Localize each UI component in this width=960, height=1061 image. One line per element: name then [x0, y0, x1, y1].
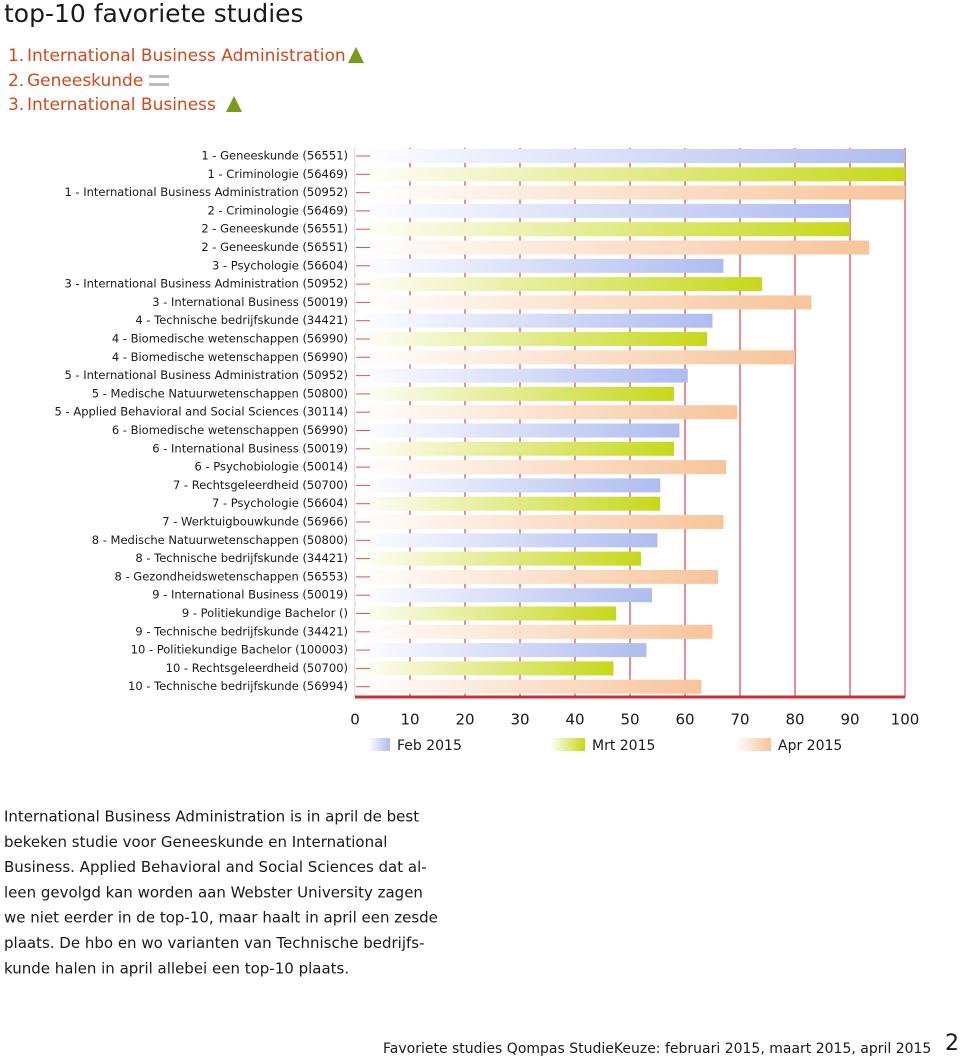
bar [355, 350, 795, 365]
x-tick-label: 60 [675, 711, 694, 729]
bar [355, 551, 641, 566]
legend-swatch [735, 738, 771, 751]
row-label: 9 - International Business (50019) [152, 588, 348, 602]
up-icon [348, 47, 364, 63]
legend-label: Mrt 2015 [592, 738, 655, 754]
x-tick-label: 80 [785, 711, 804, 729]
row-label: 5 - International Business Administratio… [64, 368, 348, 382]
bar [355, 203, 850, 218]
row-label: 4 - Biomedische wetenschappen (56990) [112, 350, 348, 364]
paragraph-line: Business. Applied Behavioral and Social … [4, 858, 427, 876]
bar [355, 368, 688, 383]
paragraph-line: plaats. De hbo en wo varianten van Techn… [4, 934, 425, 952]
bar [355, 149, 905, 163]
x-tick-label: 70 [730, 711, 749, 729]
row-label: 9 - Politiekundige Bachelor () [182, 606, 348, 620]
up-icon [226, 96, 242, 112]
bar [355, 240, 870, 255]
row-label: 10 - Politiekundige Bachelor (100003) [131, 643, 348, 657]
x-tick-label: 90 [840, 711, 859, 729]
row-label: 4 - Technische bedrijfskunde (34421) [135, 313, 348, 327]
row-label: 8 - Technische bedrijfskunde (34421) [135, 551, 348, 565]
bar [355, 258, 724, 273]
paragraph-line: bekeken studie voor Geneeskunde en Inter… [4, 833, 387, 851]
row-label: 2 - Geneeskunde (56551) [201, 240, 348, 254]
row-label: 5 - Applied Behavioral and Social Scienc… [55, 405, 348, 419]
page-number: 2 [945, 1031, 959, 1056]
list-label: International Business [27, 95, 216, 115]
legend-swatch [550, 738, 585, 751]
bar [355, 313, 713, 328]
bar [355, 606, 617, 621]
bar [355, 386, 674, 401]
row-label: 3 - Psychologie (56604) [212, 258, 348, 272]
x-tick-label: 10 [400, 711, 419, 729]
row-label: 6 - Biomedische wetenschappen (56990) [112, 423, 348, 437]
bar [355, 332, 707, 346]
paragraph-line: we niet eerder in de top-10, maar haalt … [4, 909, 438, 927]
bar [355, 478, 661, 493]
equal-icon [149, 75, 169, 78]
bar [355, 460, 727, 475]
bar [355, 496, 661, 511]
bar [355, 277, 762, 292]
bar [355, 295, 812, 310]
x-tick-label: 20 [455, 711, 474, 729]
row-label: 3 - International Business Administratio… [64, 277, 348, 291]
list-number: 2. [8, 71, 24, 91]
row-label: 4 - Biomedische wetenschappen (56990) [112, 332, 348, 346]
legend-label: Apr 2015 [778, 738, 842, 754]
x-tick-label: 0 [350, 711, 360, 729]
list-label: International Business Administration [27, 46, 346, 66]
row-label: 6 - Psychobiologie (50014) [195, 460, 349, 474]
row-label: 10 - Rechtsgeleerdheid (50700) [166, 661, 348, 675]
bar [355, 661, 614, 676]
row-label: 5 - Medische Natuurwetenschappen (50800) [92, 386, 348, 400]
x-tick-label: 100 [891, 711, 920, 729]
row-label: 7 - Werktuigbouwkunde (56966) [162, 515, 348, 529]
equal-icon [149, 83, 169, 86]
bar [355, 588, 652, 603]
row-label: 1 - Criminologie (56469) [208, 167, 348, 181]
row-label: 7 - Psychologie (56604) [212, 496, 348, 510]
row-label: 2 - Criminologie (56469) [208, 203, 348, 217]
row-label: 6 - International Business (50019) [152, 441, 348, 455]
x-tick-label: 50 [620, 711, 639, 729]
paragraph-line: International Business Administration is… [4, 808, 419, 826]
legend-swatch [368, 738, 390, 751]
row-label: 1 - Geneeskunde (56551) [201, 149, 348, 163]
bar [355, 167, 905, 182]
bar [355, 643, 647, 658]
x-tick-label: 30 [510, 711, 529, 729]
bar [355, 441, 674, 456]
list-number: 3. [8, 95, 24, 115]
bar [355, 569, 718, 584]
list-label: Geneeskunde [27, 71, 143, 91]
paragraph-line: kunde halen in april allebei een top-10 … [4, 959, 349, 977]
row-label: 8 - Medische Natuurwetenschappen (50800) [92, 533, 348, 547]
bar [355, 222, 850, 237]
legend-label: Feb 2015 [397, 738, 462, 754]
bar [355, 423, 680, 438]
bar [355, 533, 658, 548]
row-label: 1 - International Business Administratio… [64, 185, 348, 199]
row-label: 9 - Technische bedrijfskunde (34421) [135, 624, 348, 638]
row-label: 7 - Rechtsgeleerdheid (50700) [173, 478, 348, 492]
bar [355, 405, 738, 420]
list-number: 1. [8, 46, 24, 66]
paragraph-line: leen gevolgd kan worden aan Webster Univ… [4, 883, 423, 901]
row-label: 2 - Geneeskunde (56551) [201, 222, 348, 236]
row-label: 10 - Technische bedrijfskunde (56994) [128, 679, 348, 693]
row-label: 8 - Gezondheidswetenschappen (56553) [115, 569, 348, 583]
bar [355, 515, 724, 529]
bar [355, 624, 713, 639]
row-label: 3 - International Business (50019) [152, 295, 348, 309]
page-title: top-10 favoriete studies [4, 0, 304, 28]
x-tick-label: 40 [565, 711, 584, 729]
bar [355, 679, 702, 694]
footer-text: Favoriete studies Qompas StudieKeuze: fe… [383, 1041, 931, 1057]
bar [355, 185, 905, 200]
